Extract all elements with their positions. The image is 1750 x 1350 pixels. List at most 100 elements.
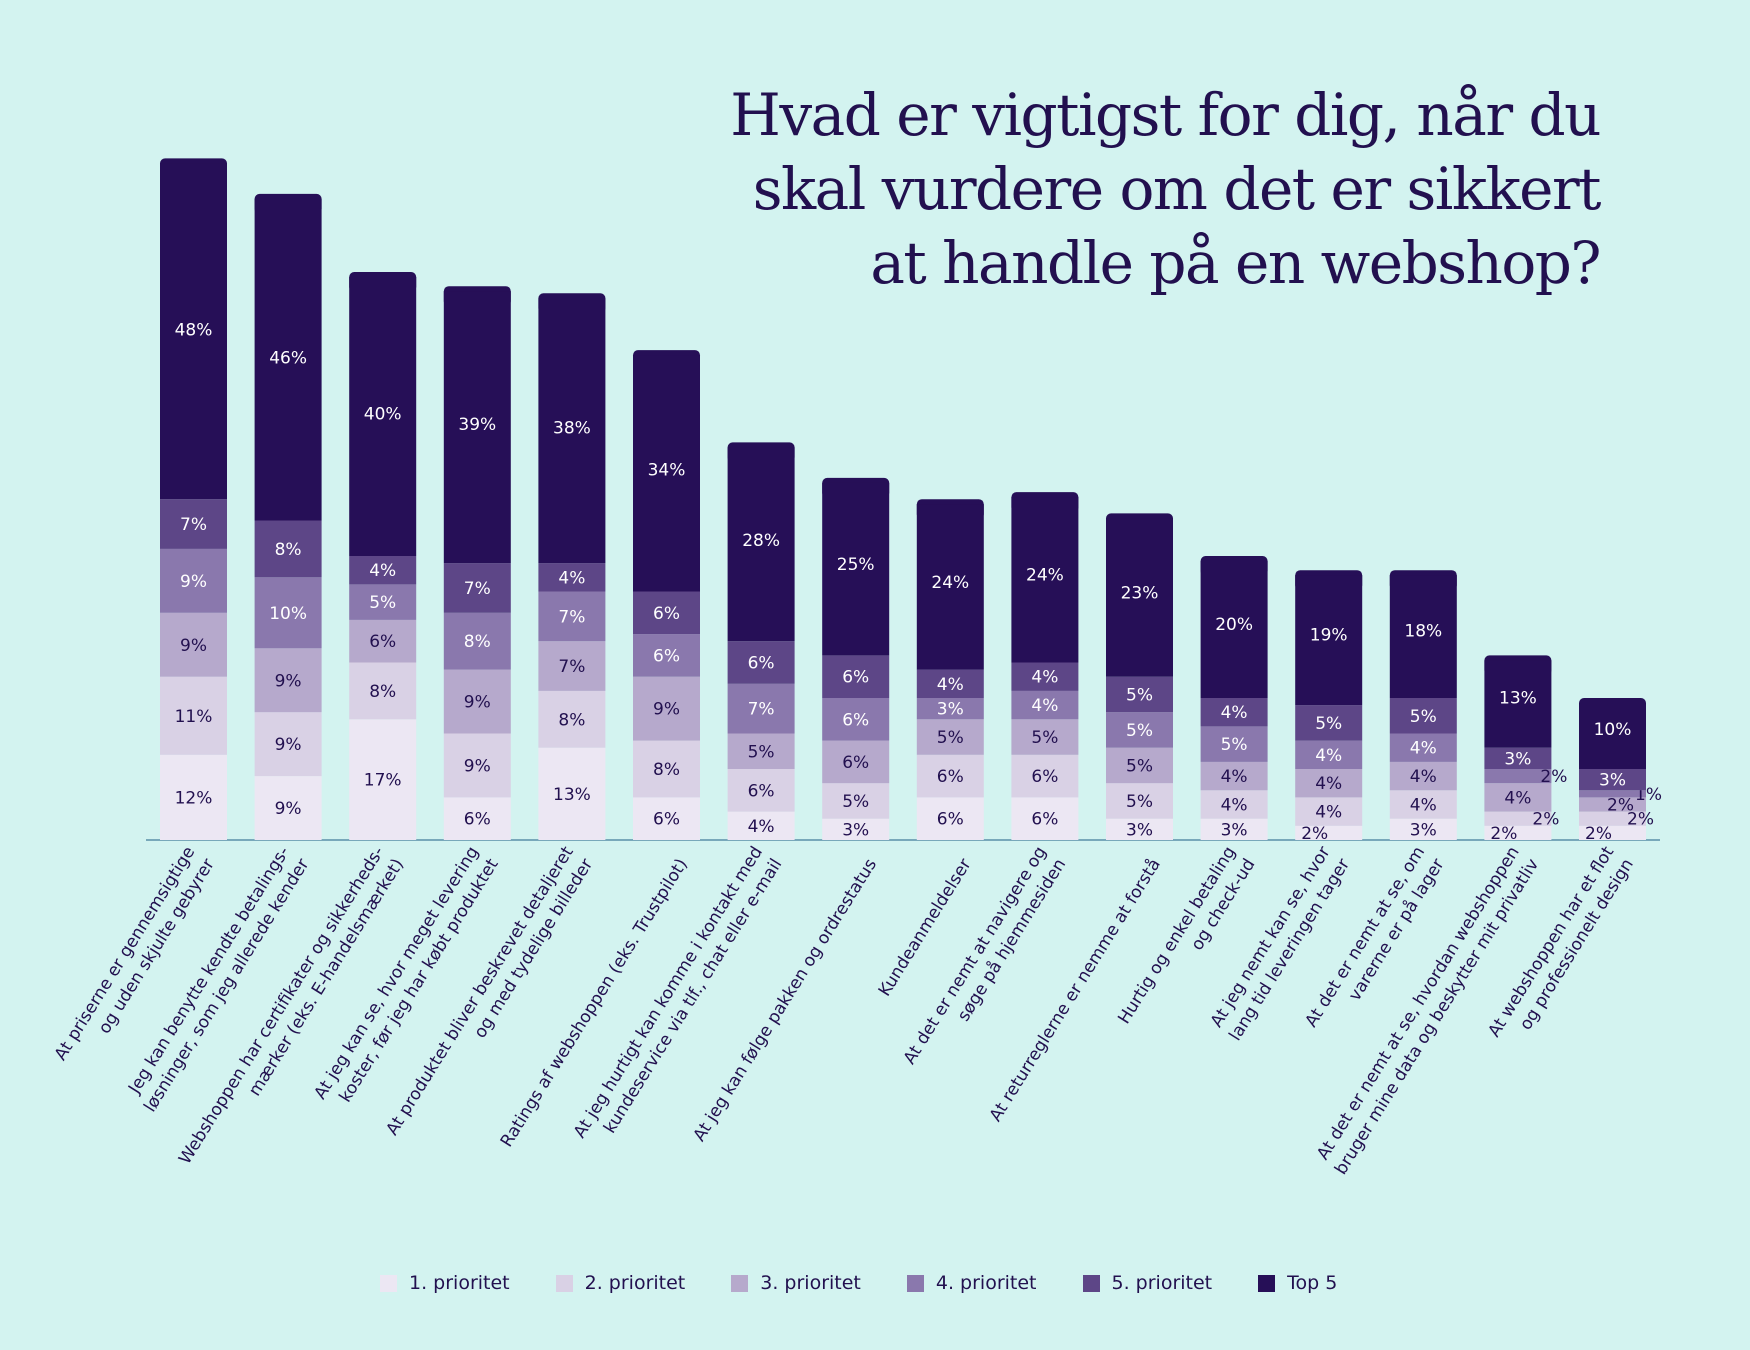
bar-value-label: 24% <box>1026 566 1064 586</box>
bar-value-label: 6% <box>748 781 775 801</box>
chart-title: Hvad er vigtigst for dig, når du skal vu… <box>730 78 1601 300</box>
bar-value-label: 10% <box>1594 720 1632 740</box>
bar-group: 3% 5% 6% 6% 6% 25% <box>822 477 890 840</box>
bar-segment <box>1011 690 1079 720</box>
bar-segment <box>916 669 984 698</box>
bar-segment <box>1106 783 1173 819</box>
bar-segment <box>160 499 227 549</box>
legend-item: 4. prioritet <box>906 1272 1037 1294</box>
bar-segment <box>1389 818 1457 840</box>
bar-value-label: 4% <box>1315 774 1342 794</box>
bar-value-label: 5% <box>937 728 964 748</box>
bar-segment <box>443 612 511 670</box>
bar-segment <box>1389 733 1457 762</box>
bar-segment <box>1295 575 1363 706</box>
bar-value-label: 6% <box>464 810 491 830</box>
legend-item: 2. prioritet <box>555 1272 685 1294</box>
bar-value-label: 5% <box>1126 756 1153 776</box>
bar-value-label: 4% <box>937 675 964 695</box>
bar-group: 2%2%4%2%3%13% <box>1484 655 1567 844</box>
bar-segment <box>633 355 700 592</box>
bar-segment <box>1200 726 1268 762</box>
bar-segment <box>822 783 890 819</box>
bar-value-label: 4% <box>1221 703 1248 723</box>
bar-value-label: 2% <box>1301 824 1328 844</box>
bar-group: 6% 6% 5% 3% 4% 24% <box>916 499 984 840</box>
bar-value-label: 3% <box>1126 820 1153 840</box>
bar-segment <box>1200 818 1268 840</box>
bar-segment <box>633 676 700 741</box>
bar-segment <box>916 797 984 840</box>
bar-group: 2%2%2%1%3%10% <box>1579 698 1662 844</box>
bar-group: 3% 4% 4% 5% 4% 20% <box>1200 556 1268 840</box>
bar-segment <box>538 298 606 564</box>
bar-group: 3% 4% 4% 4% 5% 18% <box>1389 570 1457 840</box>
bar-value-label: 6% <box>937 810 964 830</box>
bar-segment <box>1011 797 1079 840</box>
bar-value-label: 9% <box>464 693 491 713</box>
bar-value-label: 5% <box>1126 792 1153 812</box>
bar-segment <box>160 676 227 755</box>
bar-value-label: 4% <box>1410 796 1437 816</box>
bar-value-label: 9% <box>464 756 491 776</box>
bar-segment <box>1295 705 1363 741</box>
category-label-line: At det er nemt at navigere og <box>900 843 1051 1068</box>
chart-title-line: Hvad er vigtigst for dig, når du <box>730 81 1601 149</box>
bar-value-label: 20% <box>1215 615 1253 635</box>
bar-segment <box>1106 518 1173 677</box>
bar-segment <box>916 754 984 798</box>
bar-value-label: 6% <box>369 632 396 652</box>
bar-group: 6% 9% 9% 8% 7% 39% <box>443 286 511 840</box>
legend-item: Top 5 <box>1258 1272 1337 1294</box>
bar-value-label: 28% <box>742 531 780 551</box>
bar-value-label: 5% <box>1031 728 1058 748</box>
bar-segment <box>1484 811 1552 826</box>
bar-value-label: 6% <box>1031 767 1058 787</box>
bar-value-label: 3% <box>842 820 869 840</box>
bar-value-label: 3% <box>1221 820 1248 840</box>
bar-value-label: 4% <box>1315 803 1342 823</box>
bar-value-label: 7% <box>558 607 585 627</box>
bar-group: 17% 8% 6% 5% 4% 40% <box>349 272 417 840</box>
bar-segment <box>160 754 227 840</box>
bar-segment <box>349 619 417 663</box>
bar-value-label: 3% <box>937 700 964 720</box>
bar-segment <box>1106 712 1173 748</box>
bar-value-label: 2% <box>1532 810 1559 830</box>
bar-segment <box>443 733 511 798</box>
legend-label: 5. prioritet <box>1111 1272 1213 1294</box>
bar-value-label: 18% <box>1404 622 1442 642</box>
bar-segment <box>1200 698 1268 727</box>
bar-value-label: 6% <box>842 710 869 730</box>
bar-segment <box>160 163 227 500</box>
bar-segment <box>727 683 795 734</box>
bar-segment <box>1011 497 1079 663</box>
bar-value-label: 2% <box>1607 796 1634 816</box>
bar-segment <box>1011 719 1079 755</box>
bar-segment <box>727 811 795 840</box>
bar-value-label: 8% <box>653 760 680 780</box>
bar-value-label: 8% <box>369 682 396 702</box>
legend-label: Top 5 <box>1287 1272 1338 1294</box>
bar-value-label: 23% <box>1121 583 1159 603</box>
bar-value-label: 3% <box>1599 771 1626 791</box>
bar-segment <box>1389 761 1457 791</box>
bar-value-label: 13% <box>1499 688 1537 708</box>
bar-segment <box>1200 761 1268 791</box>
bar-segment <box>538 641 606 691</box>
bar-value-label: 3% <box>1504 749 1531 769</box>
bar-value-label: 6% <box>1031 810 1058 830</box>
legend-item: 1. prioritet <box>380 1272 510 1294</box>
bar-segment <box>727 733 795 769</box>
bar-segment <box>1106 747 1173 784</box>
bar-segment <box>1106 818 1173 840</box>
bar-value-label: 2% <box>1540 767 1567 787</box>
legend-label: 1. prioritet <box>409 1272 510 1294</box>
bar-segment <box>822 698 890 741</box>
bar-value-label: 24% <box>931 573 969 593</box>
bar-segment <box>1579 769 1646 791</box>
legend-item: 3. prioritet <box>731 1272 861 1294</box>
bar-segment <box>1484 747 1552 769</box>
bar-value-label: 4% <box>748 817 775 837</box>
